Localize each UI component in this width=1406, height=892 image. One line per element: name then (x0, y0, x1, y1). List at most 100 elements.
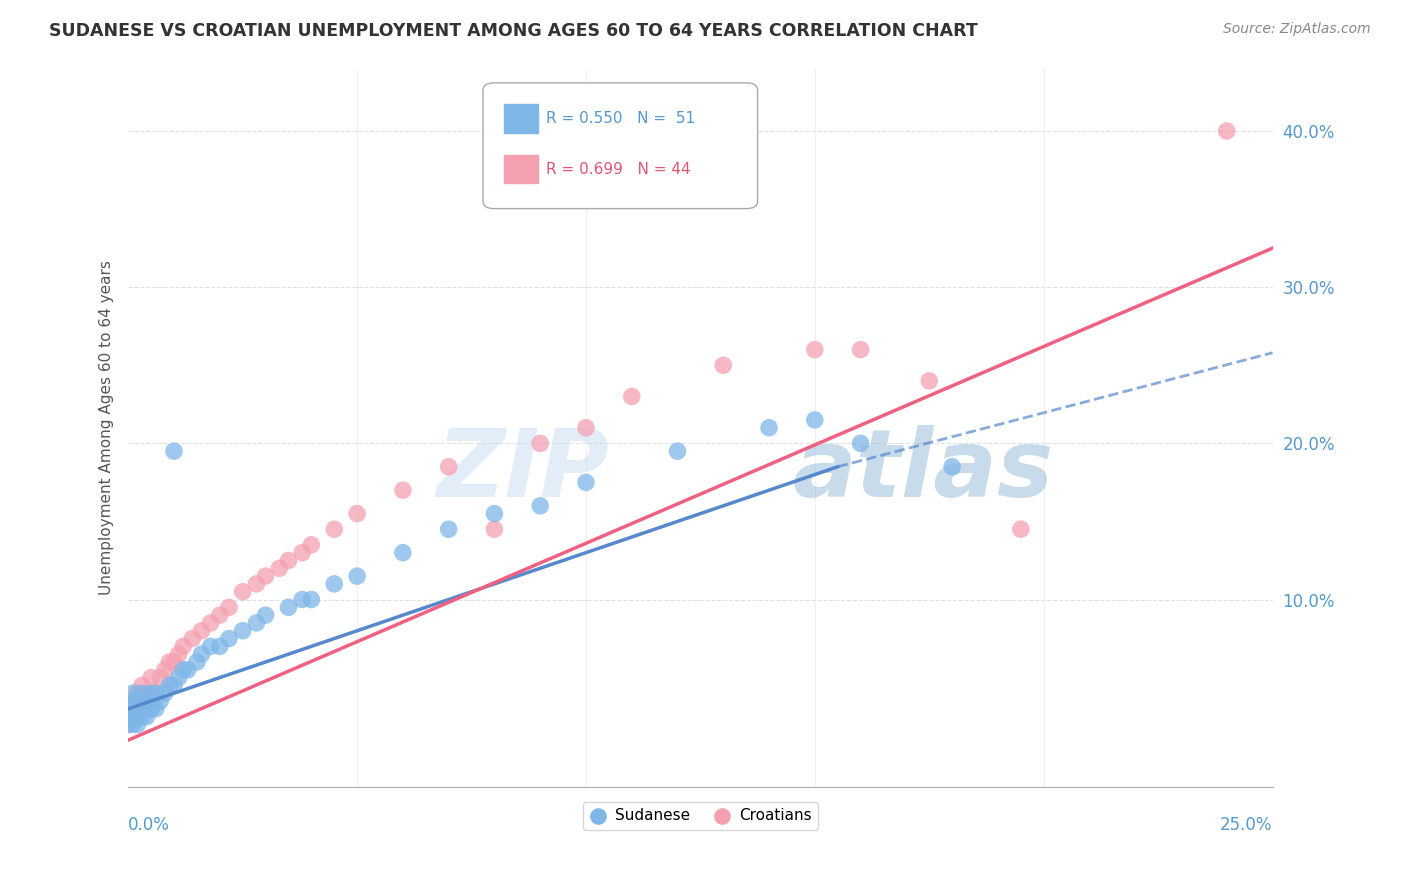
Point (254, 608, 277, 623)
Point (139, 702, 162, 716)
Point (484, 522, 506, 536)
Point (131, 678, 153, 692)
Point (758, 421, 780, 435)
Point (918, 374, 941, 388)
Text: 25.0%: 25.0% (1220, 815, 1272, 834)
Point (153, 663, 176, 677)
Point (269, 561, 291, 575)
Point (131, 686, 153, 700)
Text: SUDANESE VS CROATIAN UNEMPLOYMENT AMONG AGES 60 TO 64 YEARS CORRELATION CHART: SUDANESE VS CROATIAN UNEMPLOYMENT AMONG … (49, 22, 979, 40)
Point (277, 600, 299, 615)
Point (218, 632, 240, 646)
Point (437, 459, 460, 474)
Point (575, 421, 598, 435)
Legend: Sudanese, Croatians: Sudanese, Croatians (583, 802, 818, 830)
Point (245, 615, 267, 630)
Point (167, 671, 190, 685)
Point (291, 592, 314, 607)
Point (145, 702, 167, 716)
Point (139, 671, 162, 685)
Point (392, 483, 415, 498)
Point (484, 507, 506, 521)
Point (172, 663, 194, 677)
Bar (503, 154, 538, 184)
Point (117, 717, 139, 731)
Point (177, 663, 200, 677)
Point (232, 624, 254, 638)
Text: 0.0%: 0.0% (128, 815, 170, 834)
Point (277, 553, 299, 567)
Point (172, 640, 194, 654)
Text: ZIP: ZIP (436, 425, 609, 516)
Point (149, 671, 172, 685)
Point (145, 686, 167, 700)
Point (127, 702, 149, 716)
Text: atlas: atlas (792, 425, 1053, 516)
Point (200, 640, 222, 654)
Point (159, 655, 181, 669)
Point (208, 640, 231, 654)
Point (135, 709, 157, 723)
Point (346, 507, 368, 521)
Point (392, 546, 415, 560)
FancyBboxPatch shape (484, 83, 758, 209)
Point (131, 702, 153, 716)
Point (117, 709, 139, 723)
Point (849, 343, 872, 357)
Point (804, 413, 827, 427)
Point (127, 686, 149, 700)
Point (121, 694, 143, 708)
Point (346, 569, 368, 583)
Point (121, 686, 143, 700)
Point (181, 632, 204, 646)
Point (299, 538, 322, 552)
Point (127, 709, 149, 723)
Text: R = 0.550   N =  51: R = 0.550 N = 51 (546, 112, 695, 127)
Point (117, 702, 139, 716)
Point (1010, 522, 1032, 536)
Point (323, 577, 346, 591)
Point (190, 647, 212, 661)
Point (245, 577, 267, 591)
Point (131, 702, 153, 716)
Point (121, 709, 143, 723)
Point (117, 717, 139, 731)
Point (208, 608, 231, 623)
Point (232, 584, 254, 599)
Point (666, 444, 689, 458)
Point (131, 709, 153, 723)
Point (186, 655, 208, 669)
Point (163, 444, 186, 458)
Point (711, 358, 734, 372)
Point (163, 655, 186, 669)
Point (804, 343, 827, 357)
Point (117, 702, 139, 716)
Point (299, 592, 322, 607)
Point (1216, 124, 1239, 138)
Point (127, 694, 149, 708)
Point (159, 678, 181, 692)
Point (121, 717, 143, 731)
Point (167, 647, 190, 661)
Point (200, 615, 222, 630)
Point (163, 678, 186, 692)
Point (121, 702, 143, 716)
Point (437, 522, 460, 536)
Point (121, 709, 143, 723)
Point (153, 686, 176, 700)
Point (135, 686, 157, 700)
Point (121, 694, 143, 708)
Point (575, 475, 598, 490)
Point (620, 389, 643, 403)
Point (139, 686, 162, 700)
Point (254, 569, 277, 583)
Point (127, 717, 149, 731)
Point (323, 522, 346, 536)
Point (135, 694, 157, 708)
Text: Source: ZipAtlas.com: Source: ZipAtlas.com (1223, 22, 1371, 37)
Point (190, 624, 212, 638)
Point (149, 694, 172, 708)
Bar (503, 104, 538, 133)
Point (529, 499, 551, 513)
Point (849, 436, 872, 450)
